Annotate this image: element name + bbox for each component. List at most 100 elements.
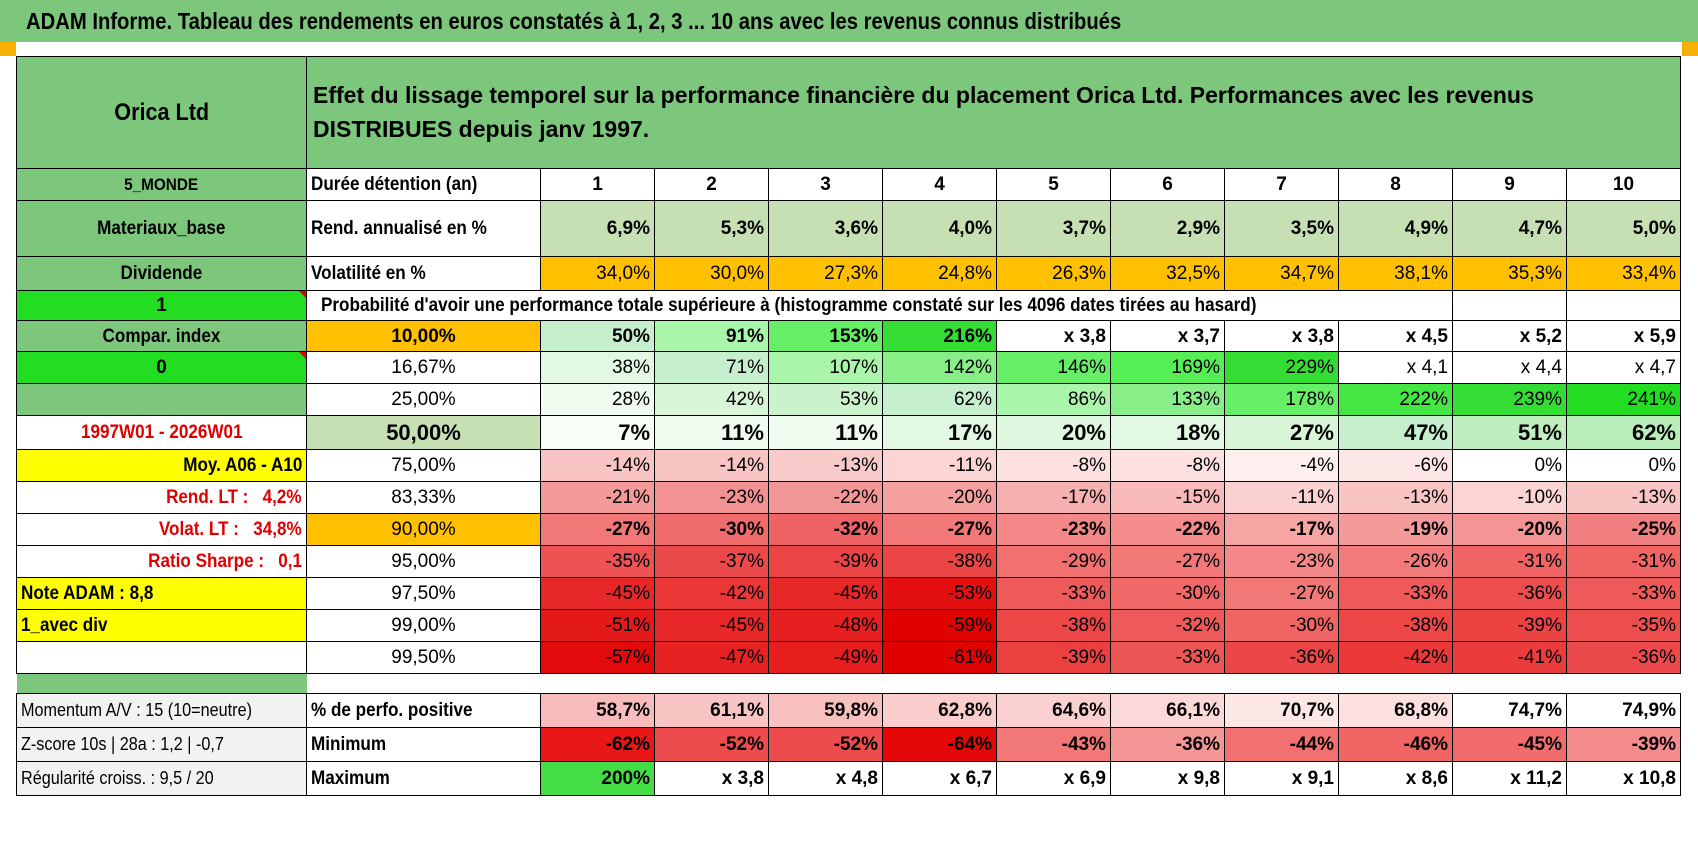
period-label: 1997W01 - 2026W01	[16, 415, 307, 450]
probability-cell: 7%	[540, 415, 655, 450]
stat-cell: 61,1%	[654, 693, 769, 728]
annualized-return-cell: 2,9%	[1110, 200, 1225, 257]
stat-cell: 58,7%	[540, 693, 655, 728]
probability-cell: -61%	[882, 641, 997, 674]
probability-cell: -33%	[1566, 577, 1681, 610]
performance-table: Orica Ltd Effet du lissage temporel sur …	[16, 56, 1681, 796]
probability-threshold: 99,50%	[306, 641, 541, 674]
probability-cell: -57%	[540, 641, 655, 674]
probability-cell: x 4,7	[1566, 351, 1681, 384]
probability-cell: 28%	[540, 383, 655, 416]
probability-cell: -23%	[654, 481, 769, 514]
probability-cell: 20%	[996, 415, 1111, 450]
years-row: 5_MONDE Durée détention (an) 1 2 3 4 5 6…	[16, 168, 1681, 201]
average-label: Moy. A06 - A10	[16, 449, 307, 482]
year-cell: 1	[540, 168, 655, 201]
year-cell: 3	[768, 168, 883, 201]
probability-cell: 11%	[654, 415, 769, 450]
probability-cell: 38%	[540, 351, 655, 384]
probability-title: Probabilité d'avoir une performance tota…	[306, 290, 1453, 321]
probability-cell: 169%	[1110, 351, 1225, 384]
probability-cell: 216%	[882, 320, 997, 352]
probability-row: 25,00% 28% 42% 53% 62% 86% 133% 178% 222…	[16, 383, 1681, 416]
annualized-return-cell: 4,9%	[1338, 200, 1453, 257]
volatility-cell: 35,3%	[1452, 256, 1567, 291]
probability-cell: -31%	[1566, 545, 1681, 578]
probability-cell: 51%	[1452, 415, 1567, 450]
probability-cell: -38%	[882, 545, 997, 578]
probability-cell: -33%	[1110, 641, 1225, 674]
empty-cell	[1452, 290, 1567, 321]
probability-row: Ratio Sharpe : 0,1 95,00% -35% -37% -39%…	[16, 545, 1681, 578]
flag-zero-cell: 0	[16, 351, 307, 384]
probability-cell: -8%	[996, 449, 1111, 482]
annualized-return-cell: 4,7%	[1452, 200, 1567, 257]
spacer-row	[16, 673, 1681, 694]
stat-cell: x 6,9	[996, 761, 1111, 796]
stat-cell: -64%	[882, 727, 997, 762]
rend-lt-cell: Rend. LT : 4,2%	[16, 481, 307, 514]
probability-row: 1997W01 - 2026W01 50,00% 7% 11% 11% 17% …	[16, 415, 1681, 450]
stats-row: Z-score 10s | 28a : 1,2 | -0,7 Minimum -…	[16, 727, 1681, 762]
stat-cell: x 3,8	[654, 761, 769, 796]
momentum-label: Momentum A/V : 15 (10=neutre)	[16, 693, 307, 728]
stat-cell: x 4,8	[768, 761, 883, 796]
adam-note: Note ADAM : 8,8	[16, 577, 307, 610]
volatility-row: Dividende Volatilité en % 34,0% 30,0% 27…	[16, 256, 1681, 291]
probability-cell: -4%	[1224, 449, 1339, 482]
probability-cell: -47%	[654, 641, 769, 674]
stat-cell: -52%	[768, 727, 883, 762]
probability-row: Note ADAM : 8,8 97,50% -45% -42% -45% -5…	[16, 577, 1681, 610]
volatility-cell: 27,3%	[768, 256, 883, 291]
stats-row: Momentum A/V : 15 (10=neutre) % de perfo…	[16, 693, 1681, 728]
stat-cell: -43%	[996, 727, 1111, 762]
probability-cell: 62%	[882, 383, 997, 416]
annualized-return-cell: 3,5%	[1224, 200, 1339, 257]
probability-cell: 47%	[1338, 415, 1453, 450]
probability-row: 0 16,67% 38% 71% 107% 142% 146% 169% 229…	[16, 351, 1681, 384]
probability-cell: 27%	[1224, 415, 1339, 450]
stat-cell: -36%	[1110, 727, 1225, 762]
left-corner-marker	[0, 42, 16, 56]
right-corner-marker	[1682, 42, 1698, 56]
duration-label: Durée détention (an)	[306, 168, 541, 201]
probability-cell: 241%	[1566, 383, 1681, 416]
probability-cell: -26%	[1338, 545, 1453, 578]
probability-cell: -21%	[540, 481, 655, 514]
volatility-cell: 34,0%	[540, 256, 655, 291]
year-cell: 8	[1338, 168, 1453, 201]
probability-cell: -22%	[1110, 513, 1225, 546]
probability-cell: -39%	[996, 641, 1111, 674]
probability-cell: -36%	[1566, 641, 1681, 674]
probability-row: 1_avec div 99,00% -51% -45% -48% -59% -3…	[16, 609, 1681, 642]
probability-threshold: 97,50%	[306, 577, 541, 610]
annualized-return-cell: 4,0%	[882, 200, 997, 257]
volatility-cell: 32,5%	[1110, 256, 1225, 291]
probability-cell: -33%	[996, 577, 1111, 610]
probability-cell: x 5,2	[1452, 320, 1567, 352]
probability-cell: -27%	[1224, 577, 1339, 610]
empty-cell	[16, 641, 307, 674]
stat-cell: x 10,8	[1566, 761, 1681, 796]
probability-cell: -59%	[882, 609, 997, 642]
stat-cell: 70,7%	[1224, 693, 1339, 728]
annualized-return-label: Rend. annualisé en %	[306, 200, 541, 257]
rend-lt-label: Rend. LT :	[166, 487, 249, 508]
volatility-cell: 38,1%	[1338, 256, 1453, 291]
probability-row: Moy. A06 - A10 75,00% -14% -14% -13% -11…	[16, 449, 1681, 482]
volatility-cell: 34,7%	[1224, 256, 1339, 291]
probability-cell: -30%	[1224, 609, 1339, 642]
probability-cell: 142%	[882, 351, 997, 384]
stat-cell: 74,9%	[1566, 693, 1681, 728]
probability-cell: -15%	[1110, 481, 1225, 514]
empty-cell	[1566, 290, 1681, 321]
description-text: Effet du lissage temporel sur la perform…	[306, 56, 1681, 169]
positive-perf-label: % de perfo. positive	[306, 693, 541, 728]
probability-cell: 178%	[1224, 383, 1339, 416]
probability-cell: -11%	[1224, 481, 1339, 514]
probability-cell: x 3,7	[1110, 320, 1225, 352]
probability-cell: -45%	[768, 577, 883, 610]
rend-lt-value: 4,2%	[263, 487, 302, 508]
probability-threshold: 16,67%	[306, 351, 541, 384]
probability-cell: -19%	[1338, 513, 1453, 546]
